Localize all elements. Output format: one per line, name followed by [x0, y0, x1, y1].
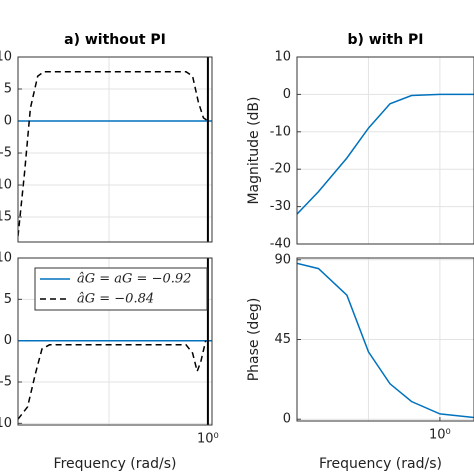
series-line	[18, 70, 209, 237]
y-tick-label: 10	[0, 251, 12, 266]
plot-area	[18, 57, 212, 242]
chart-title: b) with PI	[347, 32, 423, 48]
panel: 90 45 0 10⁰ Frequency (rad/s) Phase (deg)	[246, 252, 474, 472]
y-tick-label: -5	[0, 375, 12, 390]
plot-area	[297, 262, 474, 419]
y-tick-label: -20	[270, 162, 291, 177]
series-line	[297, 262, 474, 419]
legend: âG = aG = −0.92 âG = −0.84	[34, 267, 208, 311]
legend-label: âG = −0.84	[77, 292, 154, 307]
y-tick-label: -10	[0, 416, 12, 431]
y-tick-label: 0	[4, 333, 12, 348]
legend-label: âG = aG = −0.92	[77, 272, 191, 287]
axes-box	[17, 257, 213, 426]
y-tick-label: 90	[274, 252, 291, 267]
y-tick-label: -5	[0, 146, 12, 161]
x-tick-label: 10⁰	[197, 432, 219, 447]
axes-box	[296, 257, 474, 422]
plot-area	[297, 93, 474, 215]
y-tick-label: 0	[4, 114, 12, 129]
y-axis-label: Phase (deg)	[246, 298, 262, 382]
chart-title: a) without PI	[64, 32, 166, 48]
y-tick-label: 10	[0, 50, 12, 65]
y-tick-label: 0	[283, 412, 291, 427]
y-tick-label: 5	[4, 292, 12, 307]
panel: 10 0 -10 -20 -30 -40 b) with PI Magnitude (dB)	[246, 32, 474, 252]
y-tick-label: -10	[0, 178, 12, 193]
plot-area	[18, 258, 212, 425]
y-tick-label: -15	[0, 210, 12, 225]
y-tick-label: -30	[270, 199, 291, 214]
x-axis-label: Frequency (rad/s)	[54, 456, 177, 472]
panel: 10 5 0 -5 -10 -15 a) without PI	[0, 32, 213, 243]
y-axis-label: Magnitude (dB)	[246, 96, 262, 204]
axes-box	[296, 56, 474, 245]
x-tick-label: 10⁰	[429, 428, 451, 443]
panel: 10 5 0 -5 -10 10⁰ Frequency (rad/s) âG = aG = −…	[0, 251, 219, 473]
y-tick-label: -40	[270, 237, 291, 252]
y-tick-label: 45	[274, 332, 291, 347]
series-line	[18, 340, 207, 420]
axes-box	[17, 56, 213, 243]
y-tick-label: 10	[274, 50, 291, 65]
series-line	[297, 93, 474, 215]
y-tick-label: -10	[270, 124, 291, 139]
x-axis-label: Frequency (rad/s)	[319, 456, 442, 472]
y-tick-label: 5	[4, 82, 12, 97]
legend-box	[34, 267, 208, 311]
y-tick-label: 0	[283, 87, 291, 102]
